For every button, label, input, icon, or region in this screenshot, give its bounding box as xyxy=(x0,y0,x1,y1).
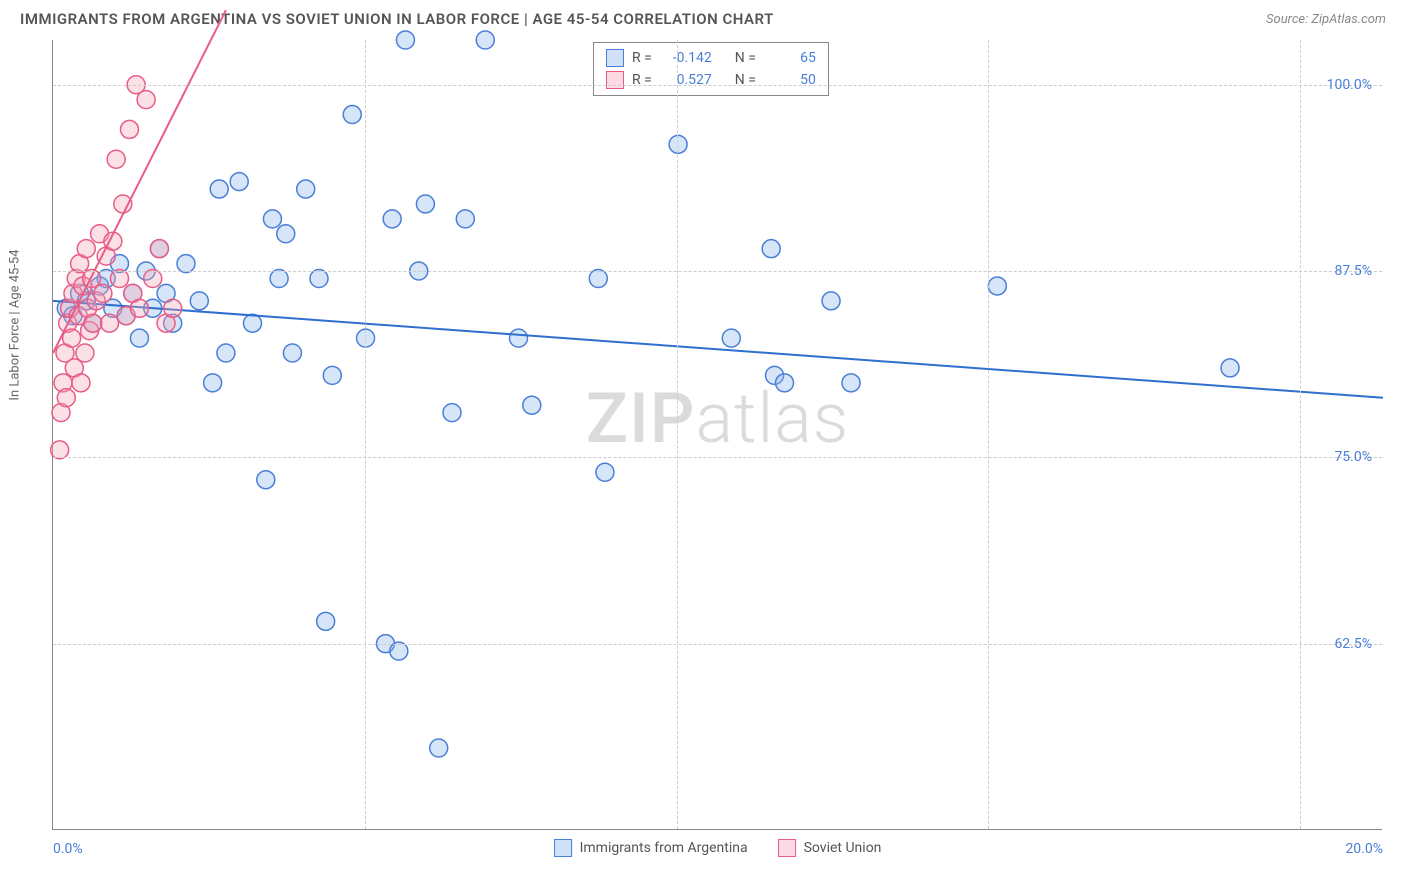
data-point xyxy=(283,344,301,362)
plot-svg xyxy=(53,40,1382,829)
data-point xyxy=(263,210,281,228)
y-tick-label: 75.0% xyxy=(1334,449,1372,465)
x-tick-label: 20.0% xyxy=(1345,841,1383,857)
data-point xyxy=(510,329,528,347)
legend-row: R =0.527 N =50 xyxy=(606,69,816,91)
data-point xyxy=(277,225,295,243)
source-label: Source: ZipAtlas.com xyxy=(1266,12,1386,27)
legend-swatch-icon xyxy=(778,839,796,857)
data-point xyxy=(257,471,275,489)
data-point xyxy=(270,269,288,287)
legend-swatch-icon xyxy=(606,71,624,89)
data-point xyxy=(137,91,155,109)
data-point xyxy=(317,612,335,630)
data-point xyxy=(988,277,1006,295)
data-point xyxy=(776,374,794,392)
legend-r-value: -0.142 xyxy=(660,50,712,66)
correlation-legend: R = -0.142 N = 65 R =0.527 N =50 xyxy=(593,42,829,96)
legend-series-label: Soviet Union xyxy=(804,840,882,856)
gridline-h xyxy=(53,644,1382,645)
data-point xyxy=(77,240,95,258)
data-point xyxy=(130,299,148,317)
y-tick-label: 87.5% xyxy=(1334,263,1372,279)
data-point xyxy=(476,31,494,49)
data-point xyxy=(144,269,162,287)
y-tick-label: 100.0% xyxy=(1327,77,1372,93)
legend-n-label: N = xyxy=(735,50,756,66)
data-point xyxy=(72,374,90,392)
legend-item: Immigrants from Argentina xyxy=(554,839,748,857)
data-point xyxy=(217,344,235,362)
data-point xyxy=(210,180,228,198)
data-point xyxy=(84,314,102,332)
legend-n-value: 65 xyxy=(764,50,816,66)
data-point xyxy=(762,240,780,258)
data-point xyxy=(204,374,222,392)
data-point xyxy=(94,284,112,302)
data-point xyxy=(230,173,248,191)
legend-row: R = -0.142 N = 65 xyxy=(606,47,816,69)
y-axis-label: In Labor Force | Age 45-54 xyxy=(8,249,23,400)
data-point xyxy=(190,292,208,310)
data-point xyxy=(523,396,541,414)
data-point xyxy=(51,441,69,459)
data-point xyxy=(177,255,195,273)
data-point xyxy=(101,314,119,332)
regression-line xyxy=(53,301,1383,398)
series-legend: Immigrants from Argentina Soviet Union xyxy=(554,839,882,857)
data-point xyxy=(596,463,614,481)
data-point xyxy=(722,329,740,347)
data-point xyxy=(343,106,361,124)
data-point xyxy=(57,389,75,407)
data-point xyxy=(111,269,129,287)
gridline-v xyxy=(988,40,989,829)
data-point xyxy=(63,329,81,347)
data-point xyxy=(244,314,262,332)
data-point xyxy=(456,210,474,228)
legend-item: Soviet Union xyxy=(778,839,882,857)
data-point xyxy=(669,135,687,153)
data-point xyxy=(130,329,148,347)
data-point xyxy=(390,642,408,660)
gridline-v xyxy=(677,40,678,829)
data-point xyxy=(107,150,125,168)
legend-r-label: R = xyxy=(632,50,652,66)
chart-title: IMMIGRANTS FROM ARGENTINA VS SOVIET UNIO… xyxy=(20,10,774,28)
data-point xyxy=(323,366,341,384)
scatter-chart: ZIPatlas R =-0.142 N =65R =0.527 N =50 I… xyxy=(52,40,1382,830)
gridline-h xyxy=(53,457,1382,458)
legend-swatch-icon xyxy=(554,839,572,857)
data-point xyxy=(589,269,607,287)
data-point xyxy=(150,240,168,258)
data-point xyxy=(842,374,860,392)
data-point xyxy=(310,269,328,287)
data-point xyxy=(416,195,434,213)
x-tick-label: 0.0% xyxy=(53,841,83,857)
data-point xyxy=(76,344,94,362)
data-point xyxy=(297,180,315,198)
gridline-h xyxy=(53,85,1382,86)
gridline-h xyxy=(53,271,1382,272)
y-tick-label: 62.5% xyxy=(1334,636,1372,652)
gridline-v xyxy=(1300,40,1301,829)
legend-series-label: Immigrants from Argentina xyxy=(580,840,748,856)
data-point xyxy=(822,292,840,310)
data-point xyxy=(164,299,182,317)
data-point xyxy=(430,739,448,757)
gridline-v xyxy=(365,40,366,829)
data-point xyxy=(120,120,138,138)
data-point xyxy=(396,31,414,49)
data-point xyxy=(1221,359,1239,377)
data-point xyxy=(443,404,461,422)
data-point xyxy=(383,210,401,228)
legend-swatch-icon xyxy=(606,49,624,67)
